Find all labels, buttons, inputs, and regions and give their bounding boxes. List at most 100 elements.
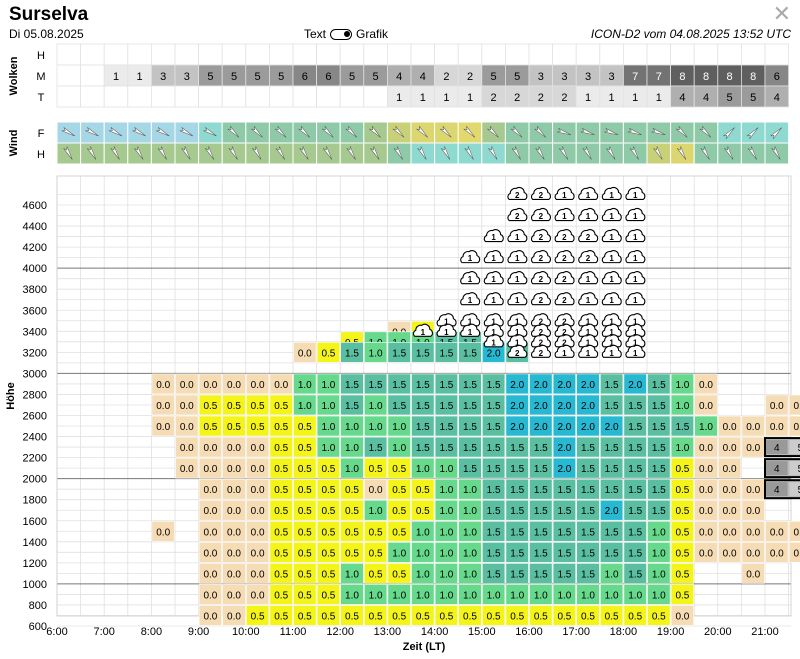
thermal-value: 2.0 (581, 401, 595, 412)
thermal-value: 1.0 (463, 569, 477, 580)
cloud-cell (103, 85, 129, 108)
thermal-cell (694, 520, 718, 542)
thermal-value: 1.5 (510, 569, 524, 580)
cloud-cell (245, 43, 270, 66)
thermal-value: 0.5 (369, 611, 383, 622)
wind-arrow-icon (487, 125, 499, 138)
thermal-value: 1.5 (628, 527, 642, 538)
thermal-cell (552, 563, 576, 584)
thermal-cell (505, 478, 529, 500)
cloud-value: 1 (656, 92, 662, 104)
cloud-icon: 1 (483, 271, 504, 285)
thermal-cell (198, 605, 223, 626)
thermal-value: 1.5 (439, 348, 453, 359)
thermal-value: 1.0 (416, 548, 430, 559)
thermal-cell (269, 520, 293, 542)
thermal-value: 1.0 (675, 401, 689, 412)
thermal-value: 0.5 (392, 506, 406, 517)
cloud-shape-icon (460, 323, 481, 337)
thermal-cell (269, 499, 293, 521)
cloud-cell (764, 85, 790, 108)
thermal-value: 0.0 (699, 380, 713, 391)
thermal-cell (505, 415, 529, 437)
cloud-icon-level: 1 (586, 296, 591, 305)
cloud-shape-icon (507, 186, 528, 201)
toggle-grafik-label[interactable]: Grafik (356, 27, 389, 41)
thermal-cell (434, 478, 459, 500)
wind-arrow-icon (723, 127, 735, 140)
view-toggle[interactable]: Text Grafik (304, 27, 388, 41)
toggle-switch[interactable] (330, 28, 353, 40)
thermal-value: 1.5 (487, 422, 501, 433)
cloud-shape-icon (625, 271, 646, 285)
cloud-icon-level: 2 (562, 328, 567, 337)
thermal-cell (458, 457, 482, 479)
cloud-icon: 2 (507, 207, 528, 222)
thermal-cell (269, 436, 293, 458)
thermal-cell (340, 563, 364, 584)
thermal-cell (434, 605, 459, 626)
cloud-value: 5 (727, 92, 733, 104)
thermal-value: 0.0 (793, 422, 800, 433)
thermal-cell (316, 478, 341, 500)
cloud-icon-level: 2 (539, 328, 544, 337)
thermal-cell (387, 478, 411, 500)
thermal-value: 0.5 (298, 506, 312, 517)
thermal-value: 1.5 (487, 548, 501, 559)
thermal-value: 1.5 (605, 464, 619, 475)
thermal-cell (670, 584, 694, 605)
thermal-cell (623, 499, 647, 521)
thermal-value: 1.0 (369, 590, 383, 601)
cloud-value: 5 (373, 71, 379, 83)
cloud-icon-level: 2 (562, 233, 567, 242)
thermal-value: 0.5 (392, 611, 406, 622)
wind-arrow-icon (604, 128, 619, 136)
cloud-icon: 2 (578, 250, 599, 264)
thermal-cell (505, 584, 529, 605)
thermal-value: 0.5 (487, 611, 501, 622)
thermal-cell (151, 520, 175, 542)
thermal-cell (741, 563, 765, 584)
cloud-icon: 2 (530, 292, 551, 306)
cloud-icon-level: 1 (633, 328, 638, 337)
cloud-shape-icon (530, 292, 551, 306)
thermal-value: 1.5 (605, 527, 619, 538)
thermal-cell (316, 499, 341, 521)
cloud-icon-level: 1 (609, 254, 614, 263)
cloud-cell (457, 43, 483, 66)
thermal-cell (175, 373, 199, 395)
x-tick-label: 12:00 (326, 626, 354, 638)
wind-box-value: 5 (798, 443, 800, 454)
thermal-cell (363, 563, 388, 584)
thermal-value: 0.0 (723, 464, 737, 475)
thermal-cell (246, 394, 270, 416)
wind-box-value: 5 (798, 464, 800, 475)
thermal-value: 1.0 (510, 590, 524, 601)
cloud-shape-icon (554, 344, 575, 358)
thermal-value: 1.0 (392, 422, 406, 433)
thermal-value: 1.5 (628, 485, 642, 496)
thermal-value: 1.0 (298, 380, 312, 391)
thermal-value: 1.5 (534, 548, 548, 559)
wind-arrow-icon (464, 146, 474, 160)
thermal-value: 1.5 (392, 348, 406, 359)
close-icon[interactable]: ✕ (772, 1, 791, 26)
wind-arrow-icon (440, 146, 451, 160)
cloud-icon: 1 (601, 250, 622, 264)
thermal-value: 0.5 (321, 348, 335, 359)
toggle-text-label[interactable]: Text (304, 27, 327, 41)
thermal-cell (198, 373, 223, 395)
thermal-cell (458, 499, 482, 521)
thermal-cell (505, 394, 529, 416)
thermal-value: 1.5 (605, 443, 619, 454)
thermal-value: 1.5 (652, 401, 666, 412)
cloud-icon: 1 (578, 292, 599, 306)
cloud-value: 2 (467, 71, 473, 83)
thermal-cell (340, 342, 364, 363)
cloud-icon: 1 (554, 344, 575, 358)
wind-box-value: 5 (798, 485, 800, 496)
cloud-cell (717, 43, 742, 66)
cloud-icon-level: 1 (586, 328, 591, 337)
thermal-value: 1.5 (557, 569, 571, 580)
wind-arrow-icon (322, 146, 333, 160)
